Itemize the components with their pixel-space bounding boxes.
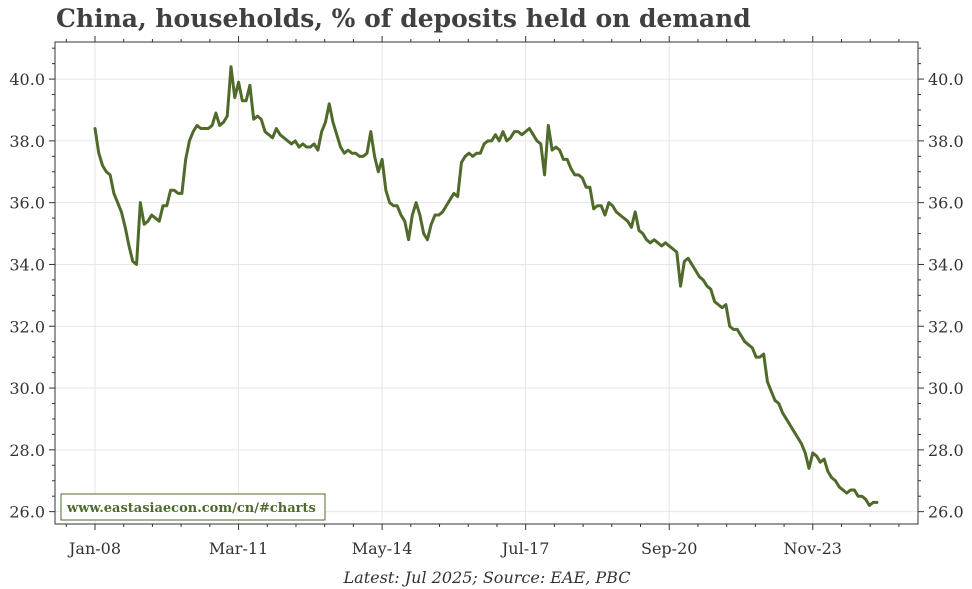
- y-tick-label-left: 36.0: [9, 194, 45, 213]
- watermark: www.eastasiaecon.com/cn/#charts: [66, 501, 316, 516]
- y-tick-label-right: 28.0: [928, 441, 964, 460]
- x-tick-label: May-14: [352, 539, 413, 558]
- y-tick-label-left: 26.0: [9, 503, 45, 522]
- y-tick-label-right: 30.0: [928, 379, 964, 398]
- series-line: [93, 65, 879, 507]
- y-tick-label-left: 40.0: [9, 70, 45, 89]
- y-tick-label-right: 34.0: [928, 255, 964, 274]
- grid-lines: [55, 42, 918, 524]
- watermark-box: www.eastasiaecon.com/cn/#charts: [60, 493, 326, 521]
- x-tick-label: Jan-08: [67, 539, 121, 558]
- y-tick-label-right: 32.0: [928, 317, 964, 336]
- plot-frame: [54, 41, 919, 525]
- x-tick-label: Sep-20: [641, 539, 697, 558]
- right-y-axis: 26.0 28.0 30.0 32.0 34.0 36.0 38.0 40.0: [918, 47, 964, 522]
- y-tick-label-right: 26.0: [928, 503, 964, 522]
- y-tick-label-left: 28.0: [9, 441, 45, 460]
- source-note: Latest: Jul 2025; Source: EAE, PBC: [343, 568, 631, 587]
- x-tick-label: Mar-11: [209, 539, 268, 558]
- x-tick-label: Jul-17: [500, 539, 550, 558]
- y-tick-label-left: 30.0: [9, 379, 45, 398]
- left-y-axis: 26.0 28.0 30.0 32.0 34.0 36.0 38.0 40.0: [9, 47, 55, 522]
- y-tick-label-right: 38.0: [928, 132, 964, 151]
- y-tick-label-left: 34.0: [9, 255, 45, 274]
- chart-title: China, households, % of deposits held on…: [56, 4, 751, 33]
- x-axis: Jan-08 Mar-11 May-14 Jul-17 Sep-20 Nov-23: [65, 36, 900, 558]
- y-tick-label-left: 32.0: [9, 317, 45, 336]
- y-tick-label-right: 36.0: [928, 194, 964, 213]
- y-tick-label-left: 38.0: [9, 132, 45, 151]
- x-tick-label: Nov-23: [784, 539, 842, 558]
- y-tick-label-right: 40.0: [928, 70, 964, 89]
